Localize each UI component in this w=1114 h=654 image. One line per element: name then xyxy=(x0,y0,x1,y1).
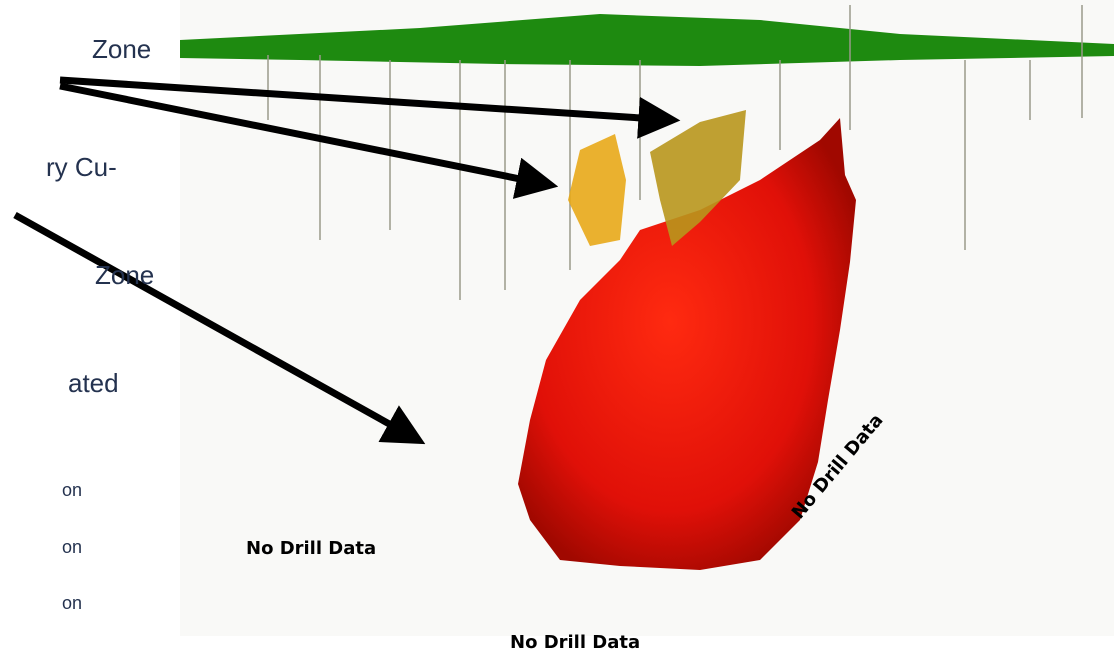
page: {"left_text": ["Zone", "ry Cu-", "Zone",… xyxy=(0,0,1114,654)
left-text: ry Cu- xyxy=(46,152,117,182)
slide: Zone ry Cu- Zone ated on on on No Drill … xyxy=(0,0,1114,654)
left-text: Zone xyxy=(92,34,151,64)
left-text: Zone xyxy=(95,260,154,290)
left-text: ated xyxy=(68,368,119,398)
left-text: on xyxy=(62,480,82,500)
left-text: on xyxy=(62,593,82,613)
annotation: No Drill Data xyxy=(510,632,640,653)
annotation: No Drill Data xyxy=(246,538,376,559)
left-text: on xyxy=(62,537,82,557)
